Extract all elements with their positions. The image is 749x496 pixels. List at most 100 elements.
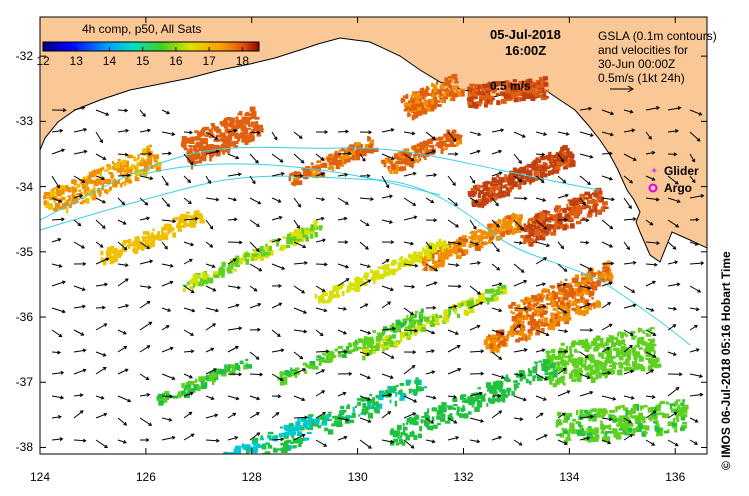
- sst-pixel: [542, 219, 547, 226]
- sst-pixel: [444, 315, 449, 319]
- velocity-arrow: [205, 241, 213, 248]
- velocity-arrow-head: [319, 332, 324, 337]
- sst-pixel: [284, 443, 289, 447]
- sst-pixel: [104, 169, 107, 173]
- sst-pixel: [648, 333, 651, 337]
- velocity-arrow-head: [164, 245, 168, 250]
- sst-pixel: [411, 114, 415, 121]
- sst-pixel: [264, 451, 271, 454]
- sst-pixel: [181, 383, 185, 389]
- velocity-arrow: [293, 329, 307, 333]
- sst-pixel: [502, 394, 509, 398]
- sst-pixel: [106, 256, 112, 261]
- velocity-arrow-head: [190, 242, 195, 247]
- sst-pixel: [552, 308, 558, 311]
- sst-pixel: [380, 159, 385, 163]
- sst-pixel: [302, 362, 307, 366]
- velocity-arrow-head: [410, 157, 415, 162]
- sst-pixel: [482, 181, 486, 187]
- sst-pixel: [603, 278, 608, 282]
- sst-pixel: [212, 460, 217, 465]
- sst-pixel: [561, 363, 565, 367]
- sst-pixel: [652, 414, 658, 420]
- sst-pixel: [440, 88, 446, 92]
- sst-pixel: [525, 378, 529, 384]
- sst-pixel: [625, 363, 631, 366]
- sst-pixel: [332, 285, 336, 289]
- sst-pixel: [284, 425, 288, 431]
- sst-pixel: [361, 280, 364, 283]
- sst-pixel: [414, 379, 420, 384]
- sst-pixel: [213, 144, 220, 148]
- sst-pixel: [533, 94, 538, 97]
- sst-pixel: [191, 216, 197, 219]
- sst-pixel: [515, 313, 519, 319]
- sst-pixel: [370, 346, 375, 352]
- sst-pixel: [536, 236, 540, 239]
- sst-pixel: [534, 166, 541, 171]
- sst-pixel: [599, 276, 605, 283]
- sst-pixel: [346, 147, 353, 154]
- sst-pixel: [590, 377, 596, 383]
- sst-pixel: [405, 422, 409, 425]
- sst-pixel: [551, 363, 556, 368]
- sst-pixel: [484, 339, 490, 342]
- sst-pixel: [649, 417, 652, 422]
- sst-pixel: [554, 355, 557, 360]
- sst-pixel: [394, 400, 397, 407]
- sst-pixel: [532, 369, 537, 374]
- sst-pixel: [202, 279, 208, 285]
- sst-pixel: [570, 370, 574, 373]
- velocity-arrow: [95, 241, 104, 248]
- sst-pixel: [284, 445, 288, 450]
- sst-pixel: [372, 147, 379, 152]
- sst-pixel: [563, 362, 570, 366]
- sst-pixel: [594, 361, 600, 366]
- velocity-arrow: [315, 217, 324, 221]
- sst-pixel: [491, 233, 495, 239]
- sst-pixel: [256, 454, 260, 456]
- sst-pixel: [567, 435, 570, 439]
- velocity-arrow-head: [563, 309, 568, 314]
- velocity-arrow: [139, 197, 148, 206]
- sst-pixel: [103, 180, 106, 185]
- velocity-arrow: [227, 258, 237, 265]
- velocity-arrow-head: [563, 268, 568, 272]
- sst-pixel: [505, 335, 509, 340]
- sst-pixel: [558, 223, 565, 229]
- sst-pixel: [539, 220, 546, 223]
- sst-pixel: [121, 159, 127, 165]
- sst-pixel: [67, 195, 71, 198]
- velocity-arrow-head: [498, 308, 503, 313]
- velocity-arrow: [403, 172, 416, 177]
- sst-pixel: [531, 312, 536, 317]
- sst-pixel: [557, 422, 563, 425]
- sst-pixel: [677, 411, 683, 417]
- velocity-arrow: [513, 439, 522, 446]
- velocity-arrow: [535, 153, 545, 156]
- sst-pixel: [471, 187, 475, 192]
- sst-pixel: [564, 278, 568, 282]
- sst-pixel: [201, 376, 206, 381]
- sst-pixel: [357, 398, 362, 401]
- sst-pixel: [651, 343, 657, 347]
- sst-pixel: [500, 285, 507, 291]
- sst-pixel: [559, 221, 563, 225]
- velocity-arrow: [513, 373, 523, 376]
- sst-pixel: [564, 355, 570, 359]
- sst-pixel: [239, 361, 244, 365]
- sst-pixel: [316, 355, 322, 358]
- sst-pixel: [488, 334, 491, 338]
- sst-pixel: [641, 340, 646, 346]
- sst-pixel: [100, 250, 104, 256]
- sst-pixel: [624, 432, 630, 436]
- sst-pixel: [513, 380, 518, 383]
- sst-pixel: [585, 338, 588, 342]
- sst-pixel: [435, 137, 440, 141]
- sst-pixel: [228, 364, 231, 368]
- velocity-arrow: [337, 174, 348, 177]
- sst-pixel: [525, 309, 528, 314]
- sst-pixel: [364, 145, 368, 148]
- velocity-arrow: [359, 303, 368, 309]
